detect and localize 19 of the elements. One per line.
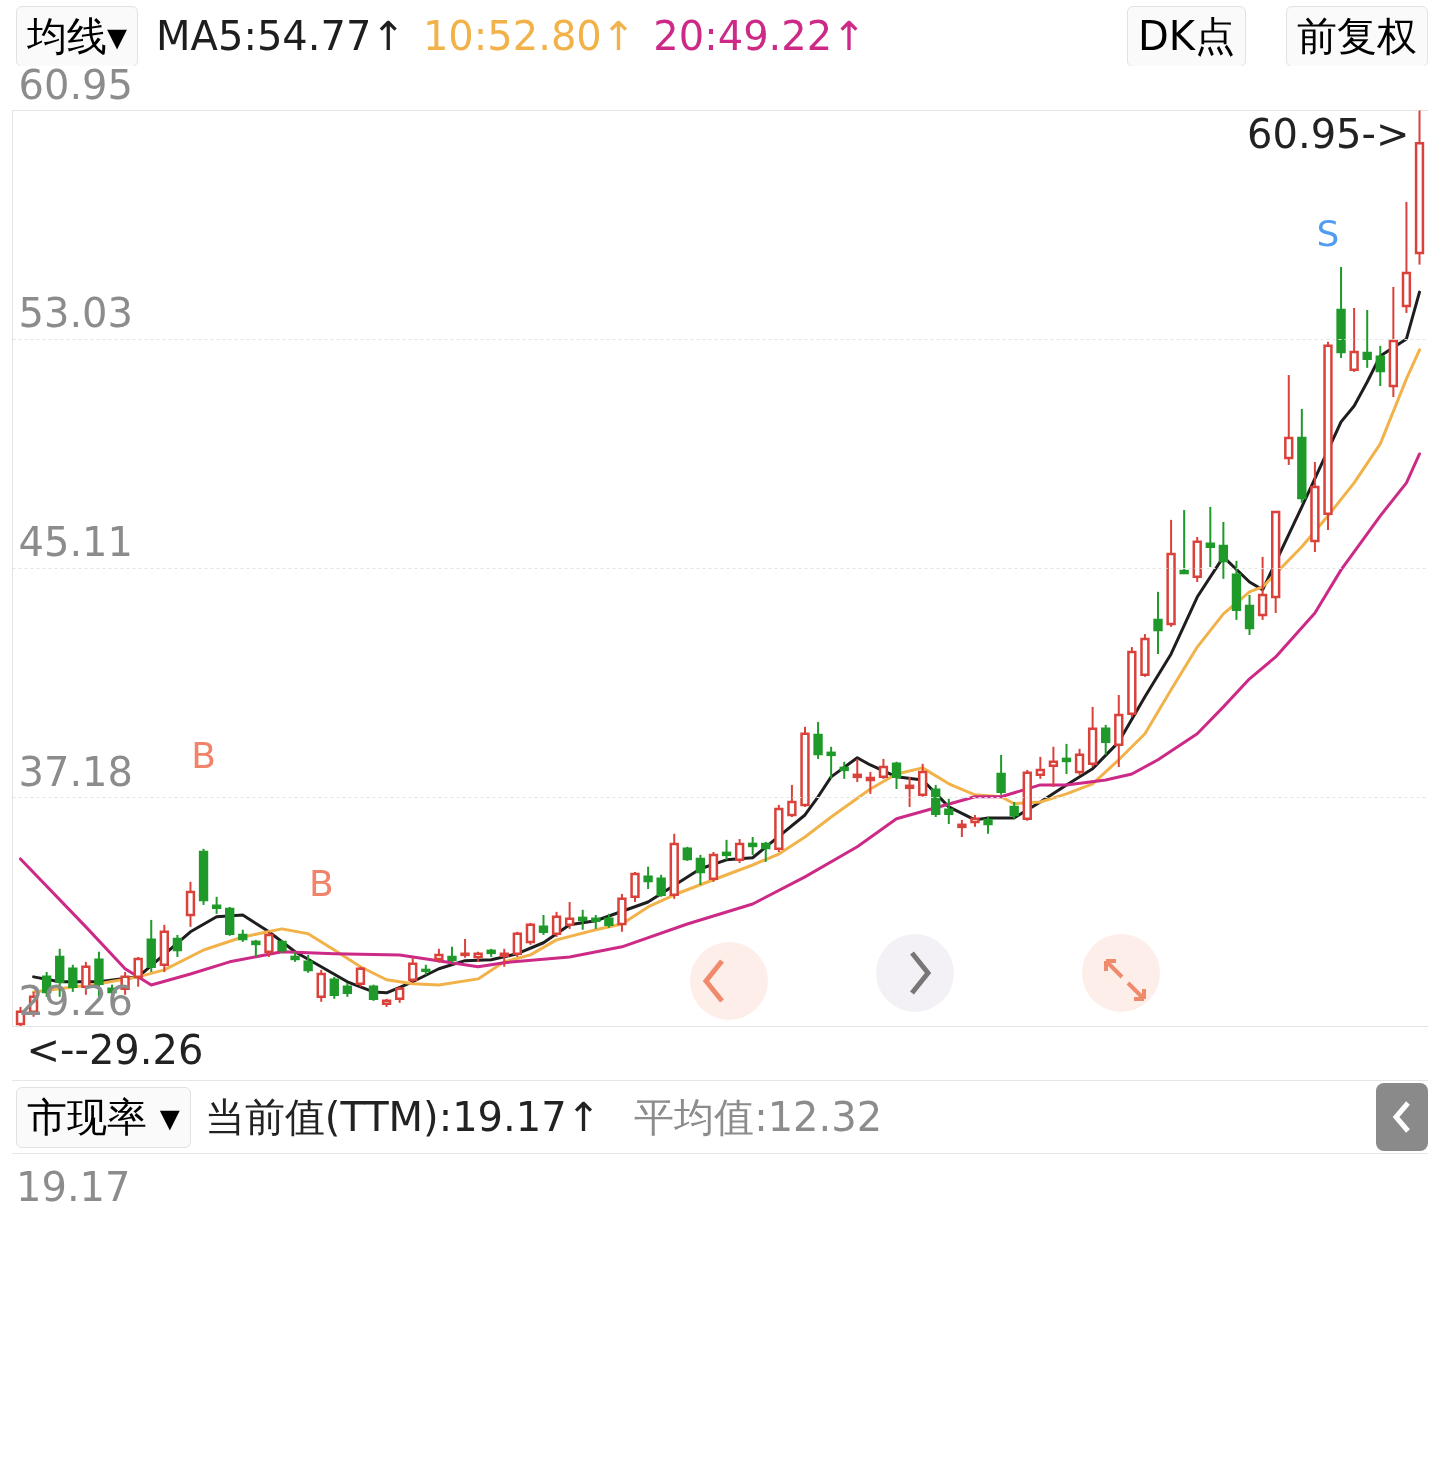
- y-tick-label: 45.11: [18, 519, 134, 566]
- y-tick-label: 53.03: [18, 290, 134, 337]
- text: 市现率 ▾: [16, 1086, 191, 1148]
- text: DK点: [1126, 5, 1246, 67]
- y-tick-label: 60.95: [18, 61, 134, 108]
- text: 20:49.22↑: [653, 13, 866, 59]
- text: MA5:54.77↑: [156, 13, 405, 59]
- annotation: 60.95->: [1247, 111, 1410, 157]
- legend-title: 均线▾: [27, 12, 128, 59]
- annotation: B: [191, 734, 216, 776]
- annotation: S: [1316, 213, 1340, 254]
- text: 10:52.80↑: [422, 13, 636, 59]
- y-tick-label: 37.18: [18, 748, 134, 795]
- text: <--29.26: [26, 1027, 204, 1073]
- text: 平均值:12.32: [634, 1092, 883, 1142]
- text: 当前值(TTM):19.17↑: [204, 1092, 601, 1142]
- annotation: B: [308, 862, 334, 904]
- text: 19.17: [15, 1163, 132, 1212]
- text: 前复权: [1286, 5, 1428, 67]
